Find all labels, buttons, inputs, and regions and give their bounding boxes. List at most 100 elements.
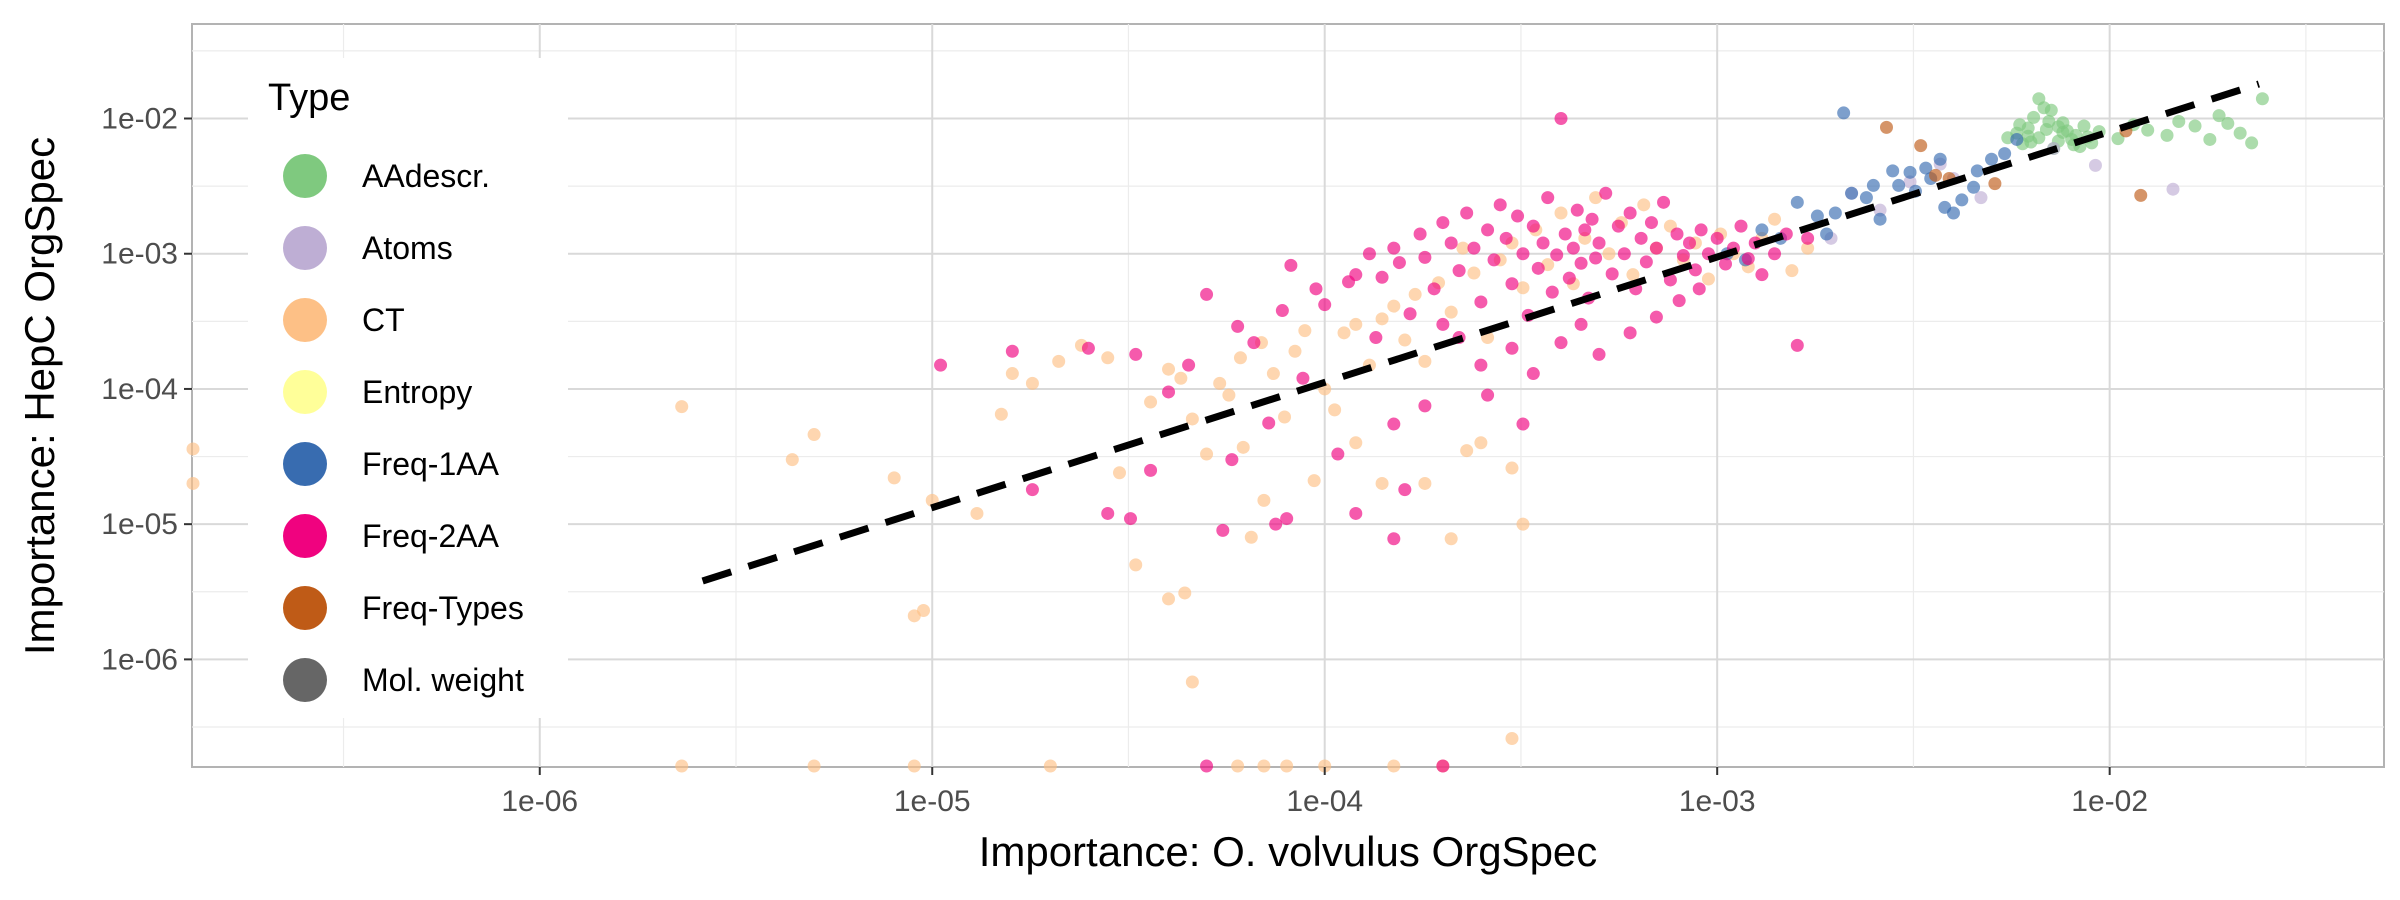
point-freq-types (1879, 120, 1893, 134)
point-freq-2aa (1436, 759, 1450, 773)
point-ct (1222, 388, 1236, 402)
point-freq-2aa (1436, 216, 1450, 230)
point-freq-2aa (1101, 506, 1115, 520)
point-freq-2aa (1398, 483, 1412, 497)
point-freq-1aa (1933, 152, 1947, 166)
point-ct (186, 476, 200, 490)
point-freq-2aa (1554, 336, 1568, 350)
point-aadescr (2212, 109, 2226, 123)
point-atoms (1873, 203, 1887, 217)
point-ct (907, 759, 921, 773)
point-freq-2aa (1262, 416, 1276, 430)
point-freq-2aa (1801, 231, 1815, 245)
legend-label-atoms: Atoms (362, 230, 453, 266)
y-axis-title: Importance: HepC OrgSpec (16, 137, 63, 655)
point-freq-2aa (1790, 338, 1804, 352)
point-freq-2aa (1436, 317, 1450, 331)
point-freq-2aa (934, 358, 948, 372)
point-ct (675, 759, 689, 773)
point-ct (1505, 461, 1519, 475)
point-freq-1aa (1892, 178, 1906, 192)
point-freq-2aa (1387, 532, 1401, 546)
legend-label-aadescr: AAdescr. (362, 158, 490, 194)
point-ct (1178, 586, 1192, 600)
point-ct (1701, 272, 1715, 286)
point-ct (1418, 354, 1432, 368)
legend-items: AAdescr. Atoms CT Entropy Freq-1AA Freq-2AA Fr… (283, 154, 524, 702)
point-ct (1418, 476, 1432, 490)
point-freq-2aa (1444, 236, 1458, 250)
point-freq-1aa (1967, 180, 1981, 194)
point-ct (1244, 530, 1258, 544)
point-ct (1162, 362, 1176, 376)
point-ct (1129, 558, 1143, 572)
point-freq-2aa (1392, 256, 1406, 270)
point-ct (1444, 532, 1458, 546)
legend-label-freq-1aa: Freq-1AA (362, 446, 500, 482)
point-ct (1257, 493, 1271, 507)
point-freq-2aa (1562, 271, 1576, 285)
point-freq-2aa (1516, 417, 1530, 431)
point-freq-2aa (1657, 195, 1671, 209)
point-ct (1174, 371, 1188, 385)
point-freq-1aa (1837, 106, 1851, 120)
legend-key-atoms (283, 226, 327, 270)
point-ct (1474, 436, 1488, 450)
point-ct (1398, 333, 1412, 347)
legend-label-ct: CT (362, 302, 405, 338)
point-freq-2aa (1413, 227, 1427, 241)
point-ct (907, 609, 921, 623)
point-ct (1387, 299, 1401, 313)
point-ct (1278, 410, 1292, 424)
point-freq-2aa (1129, 347, 1143, 361)
point-freq-2aa (1554, 112, 1568, 126)
point-ct (785, 453, 799, 467)
point-aadescr (2077, 119, 2091, 133)
point-freq-2aa (1599, 186, 1613, 200)
point-freq-2aa (1275, 304, 1289, 318)
point-ct (1200, 447, 1214, 461)
legend-key-mol-weight (283, 658, 327, 702)
point-ct (1025, 376, 1039, 390)
x-tick-label: 1e-05 (894, 785, 971, 818)
point-freq-2aa (1499, 231, 1513, 245)
point-freq-2aa (1688, 263, 1702, 277)
y-tick-label: 1e-04 (101, 373, 178, 406)
point-freq-2aa (1639, 255, 1653, 269)
point-freq-2aa (1369, 331, 1383, 345)
legend-key-aadescr (283, 154, 327, 198)
point-aadescr (2245, 136, 2259, 150)
point-freq-2aa (1505, 277, 1519, 291)
point-freq-2aa (1427, 282, 1441, 296)
point-freq-2aa (1225, 453, 1239, 467)
point-ct (1516, 517, 1530, 531)
point-freq-2aa (1493, 198, 1507, 212)
legend-key-ct (283, 298, 327, 342)
point-ct (1231, 759, 1245, 773)
point-freq-1aa (1845, 186, 1859, 200)
legend-key-freq-2aa (283, 514, 327, 558)
point-ct (1375, 312, 1389, 326)
point-aadescr (2039, 122, 2053, 136)
point-ct (1505, 731, 1519, 745)
legend-label-freq-types: Freq-Types (362, 590, 524, 626)
point-freq-1aa (1820, 227, 1834, 241)
point-freq-2aa (1617, 247, 1631, 261)
point-freq-2aa (1387, 417, 1401, 431)
point-freq-2aa (1574, 256, 1588, 270)
point-ct (1280, 759, 1294, 773)
point-freq-1aa (1873, 212, 1887, 226)
point-freq-2aa (1611, 219, 1625, 233)
point-ct (1005, 367, 1019, 381)
point-freq-types (1929, 168, 1943, 182)
point-freq-2aa (1672, 294, 1686, 308)
point-freq-2aa (1284, 258, 1298, 272)
point-freq-2aa (1663, 273, 1677, 287)
point-aadescr (2255, 92, 2269, 106)
point-freq-2aa (1644, 216, 1658, 230)
point-aadescr (2172, 115, 2186, 129)
point-freq-2aa (1545, 285, 1559, 299)
point-freq-2aa (1768, 247, 1782, 261)
point-freq-1aa (1946, 206, 1960, 220)
point-freq-2aa (1623, 206, 1637, 220)
